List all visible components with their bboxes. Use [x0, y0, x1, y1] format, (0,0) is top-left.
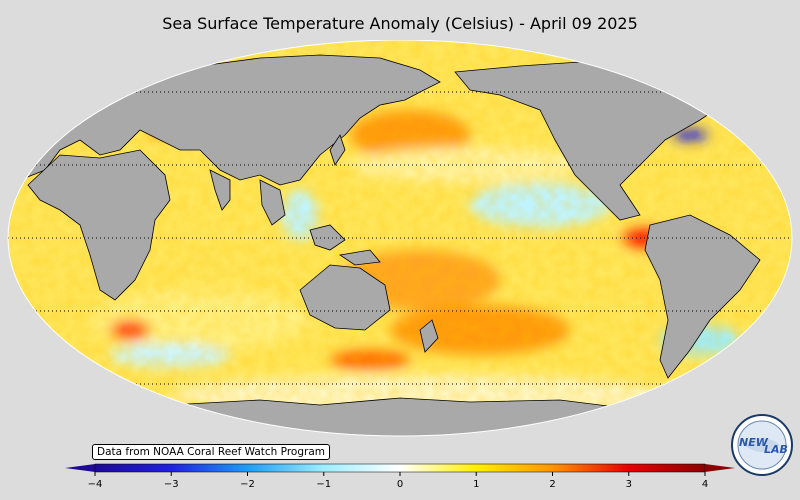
colorbar-tick-label: 4 [702, 479, 708, 490]
colorbar-tick-label: −3 [164, 479, 179, 490]
colorbar: −4 −3 −2 −1 0 1 2 3 4 [65, 463, 735, 490]
colorbar-tick-label: 2 [549, 479, 555, 490]
colorbar-tick-label: −1 [316, 479, 331, 490]
map-title: Sea Surface Temperature Anomaly (Celsius… [162, 14, 638, 33]
colorbar-tick-label: 1 [473, 479, 479, 490]
colorbar-gradient [94, 463, 706, 473]
colorbar-low-extend [65, 464, 95, 472]
colorbar-tick-label: 0 [397, 479, 403, 490]
svg-text:LAB: LAB [764, 443, 788, 456]
attribution-label: Data from NOAA Coral Reef Watch Program [92, 444, 330, 460]
colorbar-high-extend [705, 464, 735, 472]
colorbar-tick-label: −4 [88, 479, 103, 490]
sst-anomaly-map [7, 40, 793, 437]
ocean-anomaly-field [8, 40, 792, 436]
graticule-lines [8, 91, 792, 385]
colorbar-tick-label: 3 [626, 479, 632, 490]
globe-outline [7, 40, 793, 437]
colorbar-tick-label: −2 [240, 479, 255, 490]
svg-text:NEW: NEW [739, 436, 769, 449]
newlab-logo: NEW LAB [731, 414, 793, 476]
